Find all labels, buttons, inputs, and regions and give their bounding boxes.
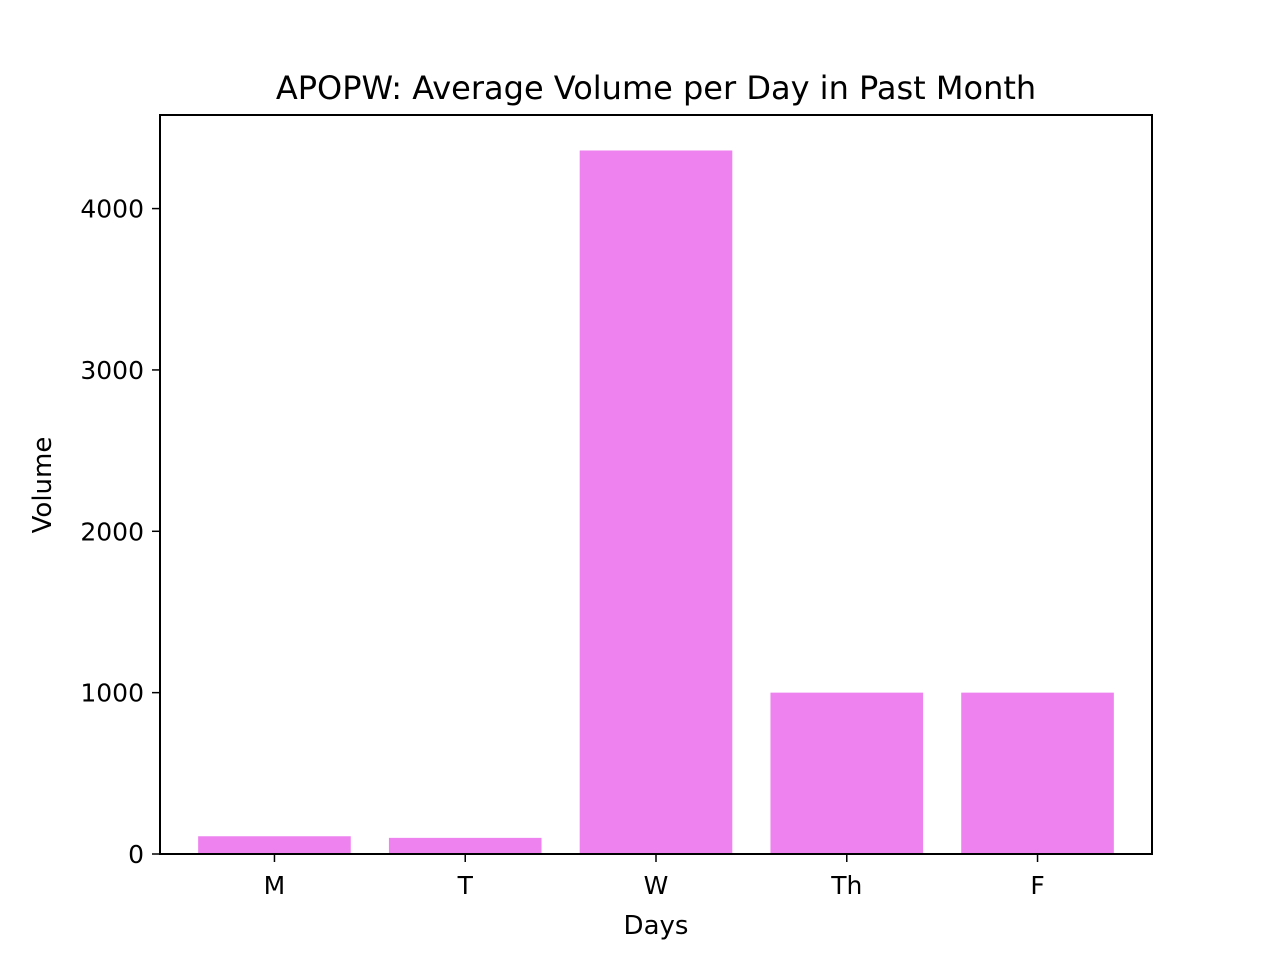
- y-tick-label: 0: [128, 840, 144, 869]
- x-tick-label: F: [1030, 871, 1044, 900]
- bar-f: [961, 692, 1114, 854]
- x-tick-label: W: [644, 871, 669, 900]
- bar-m: [198, 836, 351, 854]
- bar-th: [770, 692, 924, 854]
- y-tick-label: 1000: [80, 679, 144, 708]
- x-axis-ticks: M T W Th F: [264, 854, 1045, 900]
- plot-frame: [159, 114, 1153, 855]
- x-axis-label: Days: [624, 911, 689, 941]
- x-tick-label: T: [457, 871, 474, 900]
- chart-title: APOPW: Average Volume per Day in Past Mo…: [276, 69, 1036, 107]
- bar-t: [388, 837, 542, 854]
- y-axis-ticks: 0 1000 2000 3000 4000: [80, 195, 160, 869]
- y-axis-label: Volume: [28, 437, 58, 534]
- x-tick-label: M: [264, 871, 286, 900]
- bar-w: [579, 150, 733, 855]
- x-tick-label: Th: [830, 871, 862, 900]
- y-tick-label: 3000: [80, 356, 144, 385]
- bars-group: [198, 150, 1114, 855]
- y-tick-label: 4000: [80, 195, 144, 224]
- y-tick-label: 2000: [80, 517, 144, 546]
